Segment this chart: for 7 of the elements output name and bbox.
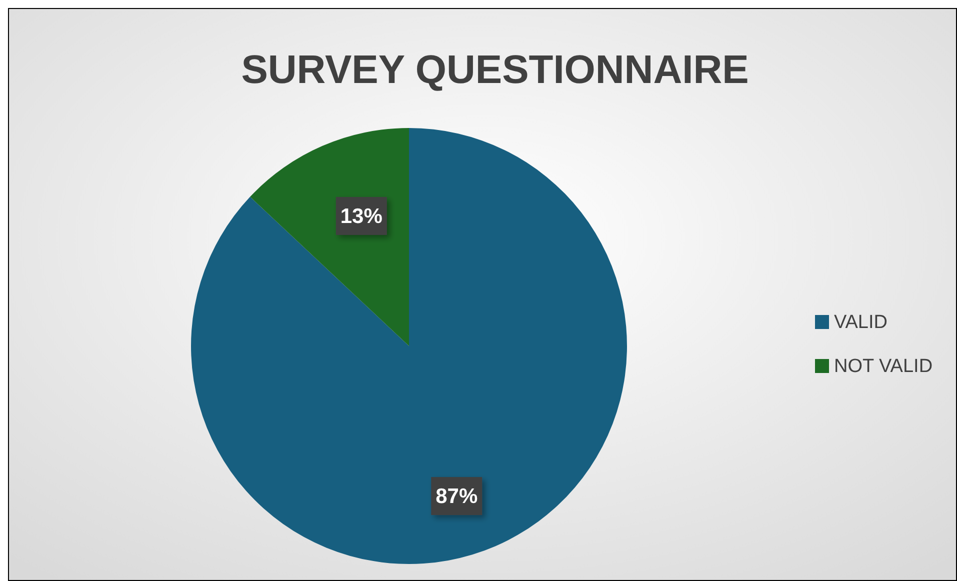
data-label: 87% — [436, 485, 478, 508]
chart-title: SURVEY QUESTIONNAIRE — [241, 48, 749, 92]
pie-slice — [191, 128, 627, 564]
legend-label: NOT VALID — [834, 356, 933, 377]
legend-label: VALID — [834, 312, 888, 333]
pie-slice — [250, 128, 409, 346]
data-label: 13% — [340, 204, 383, 228]
